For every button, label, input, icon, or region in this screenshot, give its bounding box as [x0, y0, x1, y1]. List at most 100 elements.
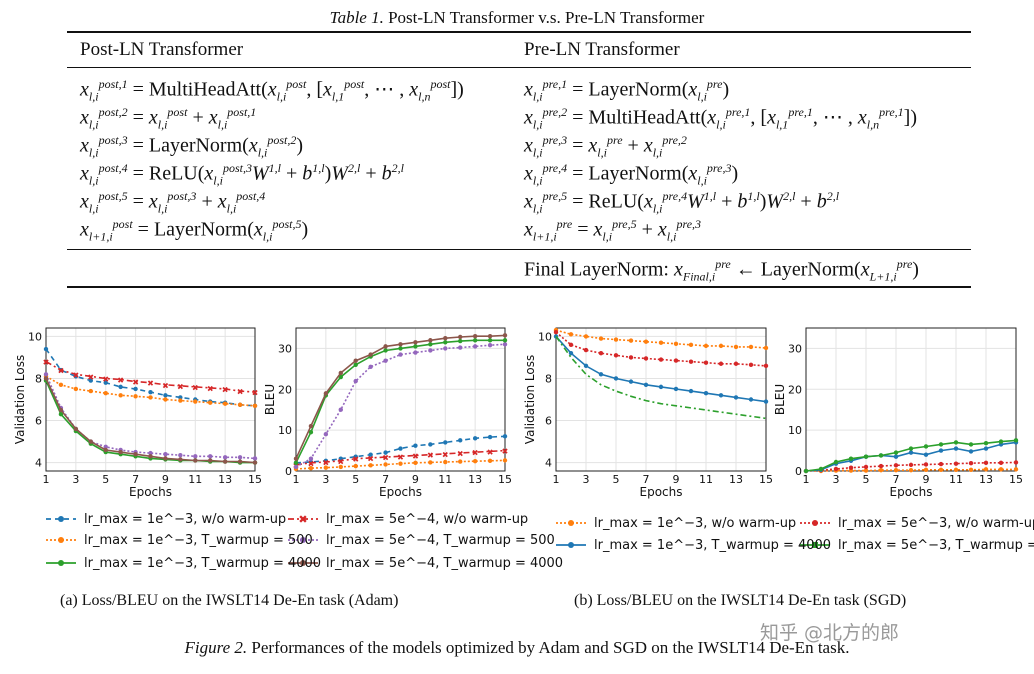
x-axis-label: Epochs: [129, 485, 172, 499]
series-point: [583, 363, 589, 369]
series-point: [237, 459, 243, 464]
series-point: [398, 461, 403, 466]
series-point: [58, 382, 64, 387]
series-point: [923, 444, 929, 449]
series-point: [163, 451, 168, 457]
series-point: [688, 342, 694, 348]
series-point: [643, 339, 649, 344]
legend-adam-label-5: lr_max = 1e^−3, T_warmup = 4000: [84, 556, 321, 571]
watermark-text: 知乎 @北方的郎: [760, 622, 900, 644]
series-point: [338, 374, 343, 380]
post-eq-3: xl,ipost,3 = LayerNorm(xl,ipost,2): [80, 133, 304, 160]
series-point: [487, 342, 493, 348]
series-point: [908, 450, 914, 455]
series-point: [148, 450, 153, 456]
legend-sgd-item-1: [556, 520, 586, 526]
x-tick-label: 7: [893, 473, 900, 486]
series-point: [398, 446, 403, 451]
series-point: [458, 334, 463, 340]
legend-adam-item-4: [288, 537, 318, 543]
series-point: ✖: [367, 454, 374, 463]
x-tick-label: 11: [188, 473, 202, 486]
x-tick-label: 15: [1009, 473, 1023, 486]
series-point: [368, 364, 373, 370]
series-point: [502, 458, 508, 463]
series-point: ✖: [472, 449, 479, 458]
svg-text:✖: ✖: [298, 513, 307, 526]
series-point: [908, 467, 914, 473]
series-point: [763, 345, 769, 351]
series-point: [803, 468, 809, 474]
series-point: [1013, 467, 1019, 472]
table-bottom-rule: [67, 286, 971, 288]
series-point: [643, 356, 649, 361]
legend-adam-label-2: lr_max = 5e^−4, w/o warm-up: [326, 512, 528, 527]
post-eq-5: xl,ipost,5 = xl,ipost,3 + xl,ipost,4: [80, 189, 266, 216]
x-tick-label: 7: [643, 473, 650, 486]
series-point: [178, 398, 183, 403]
series-point: [658, 357, 664, 362]
series-point: [733, 344, 739, 350]
series-point: [1013, 438, 1019, 443]
legend-sgd-label-3: lr_max = 1e^−3, T_warmup = 4000: [594, 538, 831, 553]
series-point: [73, 426, 79, 432]
post-eq-6: xl+1,ipost = LayerNorm(xl,ipost,5): [80, 217, 309, 244]
series-point: [703, 343, 709, 349]
series-point: [472, 333, 478, 339]
series-point: [568, 342, 574, 348]
table-header-rule: [67, 67, 971, 68]
series-point: [553, 330, 559, 335]
y-tick-label: 4: [545, 457, 552, 470]
series-point: [923, 462, 929, 467]
series-point: [598, 372, 604, 377]
x-tick-label: 11: [949, 473, 963, 486]
legend-sgd-label-1: lr_max = 1e^−3, w/o warm-up: [594, 516, 796, 531]
figure-caption: Figure 2. Performances of the models opt…: [184, 638, 850, 657]
series-point: ✖: [457, 450, 464, 459]
series-point: [443, 336, 448, 341]
series-point: [613, 337, 619, 342]
x-tick-label: 5: [102, 473, 109, 486]
series-point: [568, 332, 574, 337]
series-point: ✖: [237, 388, 244, 397]
legend-sgd: lr_max = 1e^−3, w/o warm-up lr_max = 5e^…: [556, 516, 1034, 553]
series-point: [252, 460, 258, 465]
series-point: [163, 393, 168, 398]
series-point: [968, 467, 974, 472]
x-tick-label: 3: [322, 473, 329, 486]
series-point: [733, 395, 739, 400]
series-point: [688, 388, 694, 394]
series-point: [583, 347, 589, 353]
x-axis-label: Epochs: [640, 485, 683, 499]
x-tick-label: 5: [863, 473, 870, 486]
series-point: [338, 464, 343, 470]
series-point: [953, 446, 959, 451]
series-point: [413, 344, 418, 349]
series-point: ✖: [177, 382, 184, 391]
series-point: [568, 351, 574, 356]
y-tick-label: 4: [35, 457, 42, 470]
series-point: [998, 467, 1004, 472]
series-point: ✖: [102, 375, 109, 384]
series-point: [983, 446, 989, 451]
series-point: [323, 465, 329, 470]
series-point: [178, 457, 183, 462]
series-point: [222, 401, 228, 406]
y-tick-label: 10: [538, 330, 552, 343]
pre-ln-header: Pre-LN Transformer: [524, 39, 680, 60]
series-point: [458, 338, 463, 344]
series-point: ✖: [43, 358, 50, 367]
series-point: [308, 429, 314, 435]
series-point: [863, 464, 869, 470]
series-point: [428, 442, 433, 447]
series-point: [252, 456, 258, 461]
post-eq-1: xl,ipost,1 = MultiHeadAtt(xl,ipost, [xl,…: [80, 77, 464, 104]
series-point: ✖: [73, 371, 80, 380]
series-point: [353, 378, 358, 384]
series-point: [658, 384, 664, 390]
series-point: [923, 452, 929, 457]
series-point: [293, 460, 299, 466]
series-point: [163, 397, 168, 402]
series-point: [193, 399, 198, 404]
